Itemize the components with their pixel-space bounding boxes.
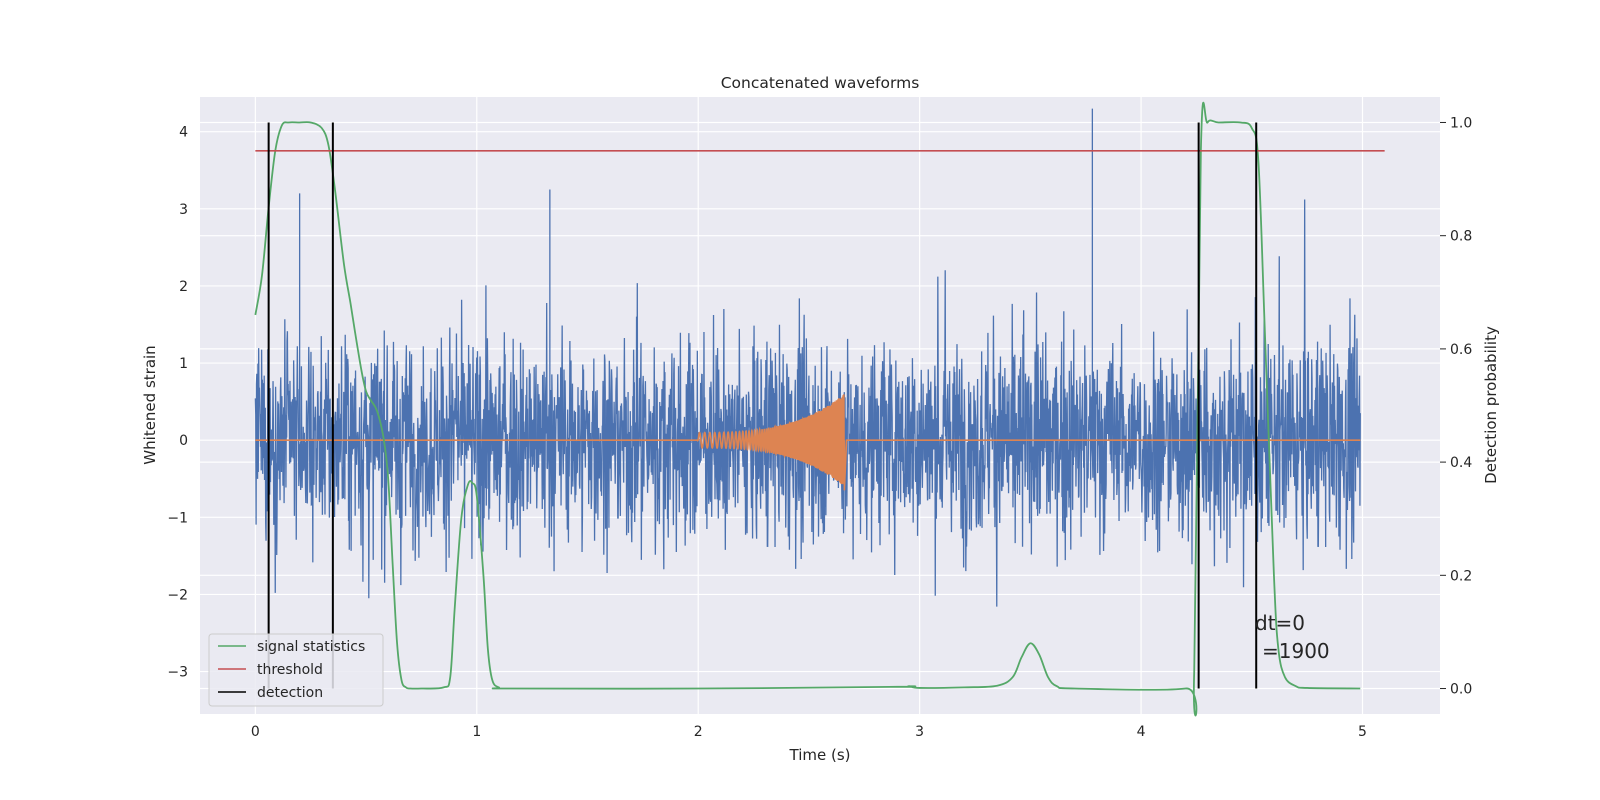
x-tick-label: 5: [1358, 724, 1367, 740]
strain-line: [254, 108, 1361, 607]
waveform-line: [255, 394, 1361, 491]
y2-tick-label: 0.8: [1450, 229, 1472, 245]
x-tick-label: 3: [915, 724, 924, 740]
plot-background: [200, 97, 1440, 714]
legend: signal statistics threshold detection: [208, 633, 384, 707]
legend-box: [208, 633, 384, 707]
y-tick-label: 4: [179, 125, 188, 141]
waveform-series: [255, 394, 1361, 491]
y-tick-label: 1: [179, 356, 188, 372]
legend-label-detection: detection: [257, 685, 323, 701]
y2-tick-label: 0.6: [1450, 342, 1472, 358]
y-tick-label: −3: [167, 665, 188, 681]
y2-tick-label: 0.4: [1450, 455, 1472, 471]
x-tick-label: 4: [1137, 724, 1146, 740]
legend-label-threshold: threshold: [257, 662, 323, 678]
x-axis-label: Time (s): [789, 746, 851, 764]
y-tick-label: −2: [167, 587, 188, 603]
signal-statistics-series: [254, 101, 1361, 717]
y2-tick-label: 0.0: [1450, 682, 1472, 698]
x-tick-label: 2: [694, 724, 703, 740]
annotation-line-2: =1900: [1262, 639, 1330, 663]
y-axis-label: Whitened strain: [141, 345, 159, 464]
y-tick-label: −1: [167, 510, 188, 526]
strain-series: [254, 108, 1361, 607]
legend-label-signal-statistics: signal statistics: [257, 639, 365, 655]
ticks: 0 1 2 3 4 5 −3 −2 −1 0 1 2 3 4 0.0 0.2 0.4 0.6 0.8 1.0: [167, 115, 1472, 740]
y-tick-label: 0: [179, 433, 188, 449]
chart-title: Concatenated waveforms: [721, 74, 920, 92]
y2-tick-label: 1.0: [1450, 115, 1472, 131]
x-tick-label: 1: [472, 724, 481, 740]
detection-series: [267, 122, 1258, 689]
signal-statistics-line: [254, 101, 1361, 717]
annotation-line-1: dt=0: [1255, 611, 1305, 635]
x-tick-label: 0: [251, 724, 260, 740]
y-tick-label: 3: [179, 202, 188, 218]
y2-tick-label: 0.2: [1450, 568, 1472, 584]
y-tick-label: 2: [179, 279, 188, 295]
y2-axis-label: Detection probability: [1482, 326, 1500, 484]
